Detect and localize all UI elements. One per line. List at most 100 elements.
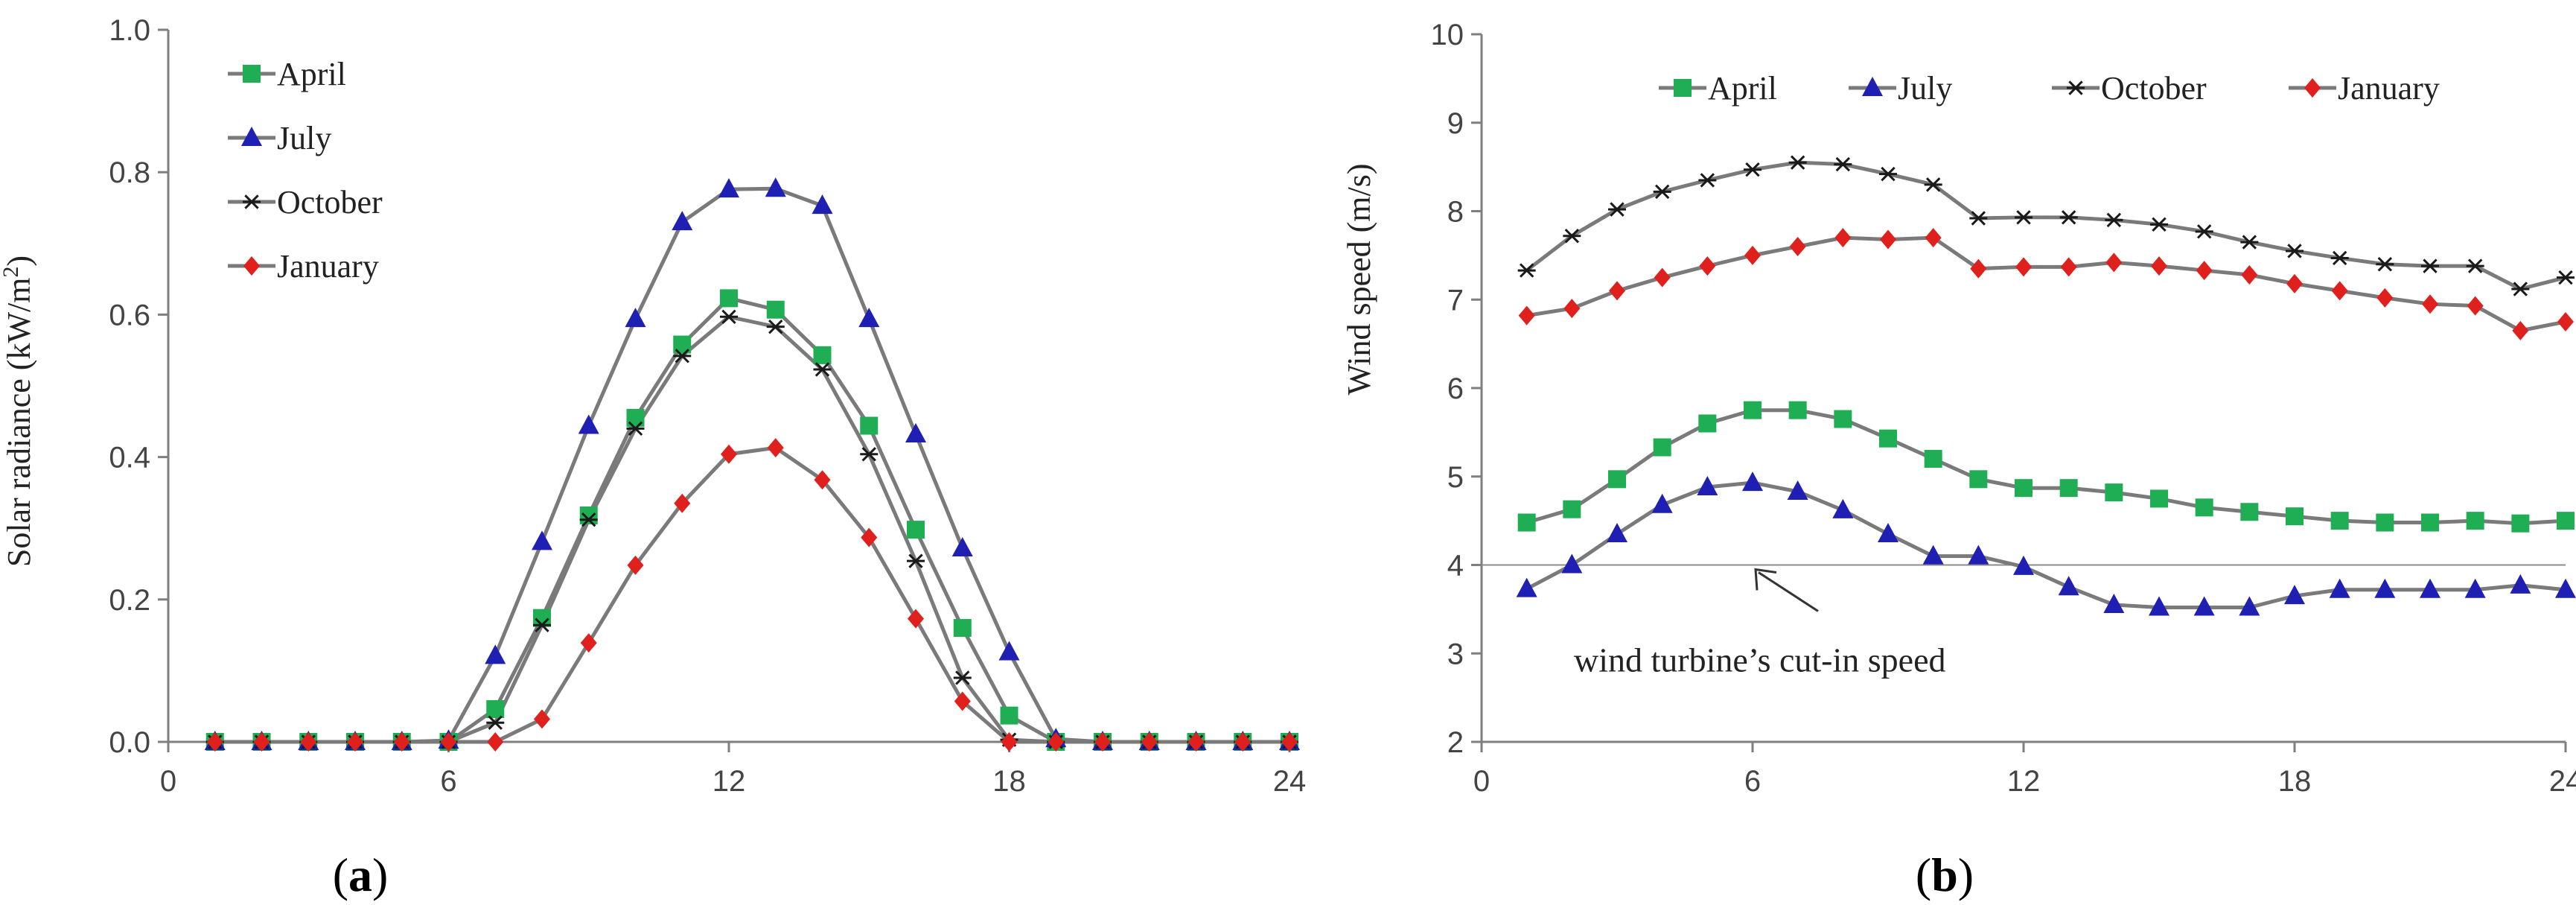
panel-b-axes: 2 3 4 5 6 7 8 9 10 0 6 12 18 24	[1431, 19, 2576, 798]
panel-b-legend-label-january: January	[2338, 70, 2440, 107]
panel-b-july-point	[1922, 544, 1944, 565]
panel-b-april-point	[1879, 429, 1897, 448]
panel-a-april-point	[1000, 706, 1018, 725]
panel-b-january-point	[2196, 261, 2213, 281]
panel-b-october-point	[2195, 224, 2213, 239]
panel-b-x-tick-label: 18	[2278, 765, 2312, 798]
panel-b-october-point	[1834, 156, 1852, 172]
panel-b-y-tick-label: 2	[1447, 726, 1464, 759]
panel-b-january-point	[2376, 288, 2394, 308]
panel-b-april-point	[1969, 470, 1988, 489]
panel-b-october-point	[2376, 257, 2394, 272]
panel-a-july-point	[998, 641, 1020, 661]
panel-a-x-tick-label: 12	[712, 765, 746, 798]
panel-b-january-point	[1699, 256, 1716, 276]
panel-a-october-point	[533, 617, 551, 632]
panel-a-january-point	[300, 732, 317, 752]
panel-a-october-point	[720, 309, 738, 324]
panel-a-x-tick-label: 0	[160, 765, 176, 798]
panel-b-x-tick-label: 6	[1744, 765, 1761, 798]
panel-b-january-point	[2512, 320, 2529, 340]
panel-b-october-point	[1653, 184, 1671, 200]
panel-b-october-point	[2466, 258, 2484, 273]
panel-b-october-point	[2240, 235, 2259, 250]
panel-b-april-point	[2557, 512, 2575, 530]
panel-b-october-point	[1698, 173, 1717, 188]
panel-a-april-point	[720, 289, 738, 308]
panel-b-july-point	[1968, 544, 1989, 565]
panel-a-april-point	[813, 346, 832, 364]
panel-a-january-point	[1094, 732, 1111, 752]
panel-b-october-point	[1924, 177, 1942, 192]
panel-b-october-point	[2150, 217, 2168, 232]
panel-a-april-point	[860, 416, 879, 435]
panel-b-legend-marker-january	[2304, 78, 2321, 98]
panel-a-solar-radiance-chart: 0.0 0.2 0.4 0.6 0.8 1.0 0 6 12 18 24 April July Octo…	[0, 14, 1306, 901]
panel-b-legend-item-january: January	[2289, 70, 2440, 107]
panel-a-y-tick-label: 1.0	[109, 14, 150, 47]
panel-a-january-point	[487, 732, 504, 752]
panel-b-april-point	[1608, 470, 1626, 489]
panel-b-july-point	[2149, 596, 2169, 616]
panel-b-april-point	[1924, 450, 1942, 468]
panel-b-october-point	[2059, 210, 2078, 225]
panel-a-october-point	[579, 512, 598, 527]
panel-a-legend-marker-october	[243, 194, 261, 209]
panel-a-x-tick-label: 6	[440, 765, 456, 798]
panel-b-july-point	[2239, 596, 2260, 616]
panel-a-january-point	[814, 470, 831, 490]
panel-b-october-point	[2421, 258, 2439, 273]
panel-b-y-tick-label: 8	[1447, 196, 1464, 229]
panel-b-legend-item-july: July	[1849, 70, 1952, 107]
panel-a-july-point	[905, 423, 926, 443]
panel-a-x-tick-label: 24	[1273, 765, 1307, 798]
panel-b-october-point	[2511, 282, 2530, 296]
panel-b-january-point	[2151, 256, 2167, 276]
panel-a-january-point	[861, 527, 878, 547]
panel-b-october-point	[1517, 263, 1536, 278]
panel-a-october-point	[766, 319, 785, 334]
panel-a-january-point	[721, 444, 737, 464]
panel-b-january-point	[2105, 253, 2123, 273]
panel-b-y-tick-label: 6	[1447, 372, 1464, 405]
panel-b-july-point	[1832, 498, 1854, 518]
panel-b-july-point	[2555, 578, 2576, 598]
panel-a-july-point	[625, 308, 646, 328]
panel-a-legend-marker-april	[243, 65, 261, 83]
panel-b-july-point	[2420, 578, 2440, 598]
panel-b-october-point	[1969, 211, 1988, 226]
panel-a-january-point	[440, 732, 457, 752]
panel-a-legend-label-april: April	[277, 56, 346, 92]
panel-a-legend-label-january: January	[277, 248, 379, 285]
panel-a-january-point	[1141, 732, 1158, 752]
panel-a-january-point	[1001, 732, 1018, 752]
panel-a-july-point	[812, 194, 833, 215]
panel-b-y-tick-label: 7	[1447, 284, 1464, 317]
panel-b-july-point	[2374, 578, 2396, 598]
panel-a-april-point	[486, 700, 505, 719]
panel-a-january-line	[214, 445, 1289, 744]
panel-b-legend-item-october: October	[2052, 70, 2207, 107]
panel-b-x-tick-label: 12	[2007, 765, 2041, 798]
panel-a-october-point	[907, 553, 925, 568]
panel-b-january-point	[1970, 258, 1987, 279]
panel-b-series-group	[1516, 155, 2576, 616]
panel-a-october-point	[486, 715, 505, 730]
panel-b-april-point	[2150, 489, 2168, 508]
panel-a-january-point	[767, 438, 784, 458]
panel-b-july-point	[1787, 480, 1808, 500]
panel-b-july-point	[1516, 577, 1537, 597]
panel-b-july-point	[2464, 578, 2486, 598]
panel-a-july-point	[765, 177, 786, 197]
panel-a-january-point	[1234, 732, 1252, 752]
panel-a-april-point	[626, 409, 645, 428]
panel-a-january-point	[534, 709, 550, 729]
panel-b-y-axis-title: Wind speed (m/s)	[1341, 163, 1377, 395]
panel-a-january-point	[954, 691, 971, 711]
panel-b-legend-label-april: April	[1708, 70, 1777, 107]
panel-b-july-point	[2329, 578, 2350, 598]
panel-b-january-point	[1609, 281, 1625, 301]
panel-a-x-tick-label: 18	[992, 765, 1026, 798]
panel-a-y-axis-title: Solar radiance (kW/m2)	[0, 255, 37, 567]
panel-a-april-point	[766, 300, 785, 319]
